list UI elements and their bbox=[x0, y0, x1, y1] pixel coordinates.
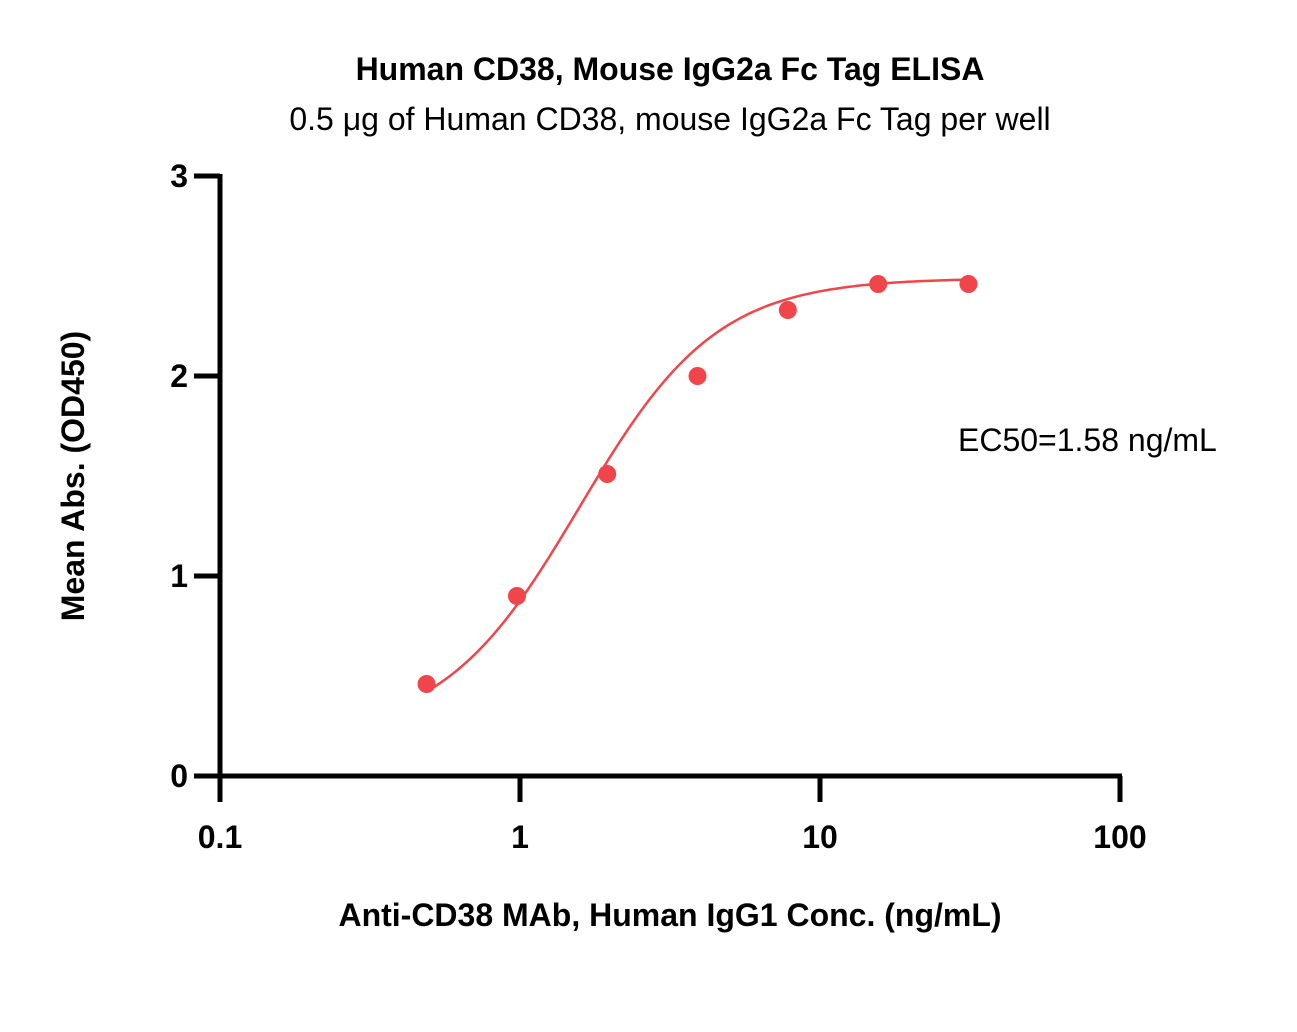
data-point bbox=[417, 675, 436, 693]
axes: 0 1 2 3 0.1 1 10 100 bbox=[170, 158, 1146, 855]
chart-subtitle: 0.5 μg of Human CD38, mouse IgG2a Fc Tag… bbox=[289, 101, 1050, 137]
fit-curve-line bbox=[425, 278, 969, 693]
x-tick-label: 0.1 bbox=[198, 819, 242, 855]
data-point bbox=[507, 587, 526, 605]
data-point bbox=[869, 275, 888, 293]
chart-title: Human CD38, Mouse IgG2a Fc Tag ELISA bbox=[356, 51, 985, 87]
x-tick-label: 100 bbox=[1093, 819, 1146, 855]
data-point bbox=[688, 367, 707, 385]
y-tick-label: 3 bbox=[170, 158, 188, 194]
data-point bbox=[598, 465, 617, 483]
data-points-layer bbox=[417, 275, 978, 693]
data-point bbox=[959, 275, 978, 293]
x-axis-label: Anti-CD38 MAb, Human IgG1 Conc. (ng/mL) bbox=[338, 897, 1001, 933]
y-tick-label: 0 bbox=[170, 758, 188, 794]
y-tick-label: 2 bbox=[170, 358, 188, 394]
fit-curve-layer bbox=[425, 278, 969, 693]
data-point bbox=[778, 301, 797, 319]
x-tick-label: 1 bbox=[511, 819, 529, 855]
y-tick-label: 1 bbox=[170, 558, 188, 594]
ec50-annotation: EC50=1.58 ng/mL bbox=[958, 422, 1217, 458]
y-axis-label: Mean Abs. (OD450) bbox=[55, 331, 91, 621]
x-tick-label: 10 bbox=[802, 819, 838, 855]
